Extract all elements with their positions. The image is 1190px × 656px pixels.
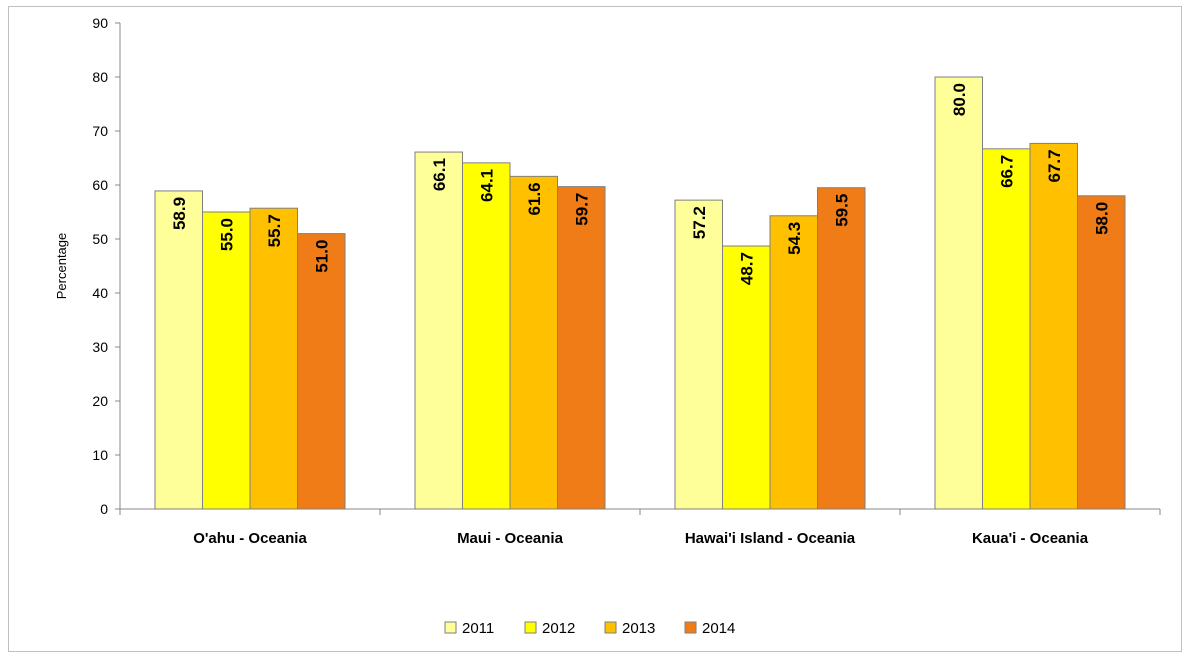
data-label: 66.7	[997, 155, 1016, 188]
y-axis-title: Percentage	[54, 233, 69, 300]
bar-2013	[249, 207, 298, 510]
legend-label: 2014	[702, 620, 735, 637]
bar-2014	[557, 186, 606, 510]
data-label: 80.0	[950, 83, 969, 116]
x-category-label: Maui - Oceania	[457, 530, 564, 547]
y-tick-label: 0	[100, 501, 108, 517]
data-label: 59.5	[832, 194, 851, 227]
x-category-label: Hawai'i Island - Oceania	[685, 530, 856, 547]
y-tick-label: 70	[92, 123, 108, 139]
bars-layer	[154, 76, 1126, 510]
data-label: 55.0	[217, 218, 236, 251]
data-label: 54.3	[785, 222, 804, 255]
bar-2014	[1077, 195, 1126, 510]
bar-2011	[154, 190, 203, 510]
bar-2014	[297, 233, 346, 510]
data-label: 64.1	[477, 169, 496, 202]
x-category-label: Kaua'i - Oceania	[972, 530, 1089, 547]
data-label: 57.2	[690, 206, 709, 239]
y-tick-label: 40	[92, 285, 108, 301]
legend-label: 2012	[542, 620, 575, 637]
bar-2012	[202, 211, 251, 510]
bar-2013	[509, 175, 558, 510]
bar-2011	[414, 151, 463, 510]
y-tick-label: 30	[92, 339, 108, 355]
data-label: 55.7	[265, 214, 284, 247]
legend: 2011 2012 2013 2014	[444, 620, 735, 637]
bar-2012	[982, 148, 1031, 510]
data-label: 48.7	[737, 252, 756, 285]
bar-2012	[722, 245, 771, 510]
data-labels-layer: 58.9 55.0 55.7 51.0 66.1 64.1 61.6 59.7 57.2 48.7…	[170, 83, 1112, 285]
data-label: 51.0	[312, 240, 331, 273]
bar-2011	[934, 76, 983, 510]
y-tick-label: 10	[92, 447, 108, 463]
data-label: 58.0	[1092, 202, 1111, 235]
y-tick-label: 50	[92, 231, 108, 247]
legend-label: 2013	[622, 620, 655, 637]
y-tick-label: 80	[92, 69, 108, 85]
bar-2013	[1029, 142, 1078, 510]
legend-swatch-2011	[444, 621, 457, 634]
bar-2014	[817, 187, 866, 510]
legend-label: 2011	[462, 620, 494, 637]
data-label: 58.9	[170, 197, 189, 230]
bar-2013	[769, 215, 818, 510]
bar-2011	[674, 199, 723, 510]
x-category-label: O'ahu - Oceania	[193, 530, 307, 547]
data-label: 66.1	[430, 158, 449, 191]
legend-swatch-2012	[524, 621, 537, 634]
y-tick-label: 20	[92, 393, 108, 409]
y-tick-label: 60	[92, 177, 108, 193]
y-tick-label: 90	[92, 15, 108, 31]
data-label: 67.7	[1045, 149, 1064, 182]
bar-2012	[462, 162, 511, 510]
legend-swatch-2013	[604, 621, 617, 634]
data-label: 59.7	[572, 193, 591, 226]
legend-swatch-2014	[684, 621, 697, 634]
data-label: 61.6	[525, 182, 544, 215]
